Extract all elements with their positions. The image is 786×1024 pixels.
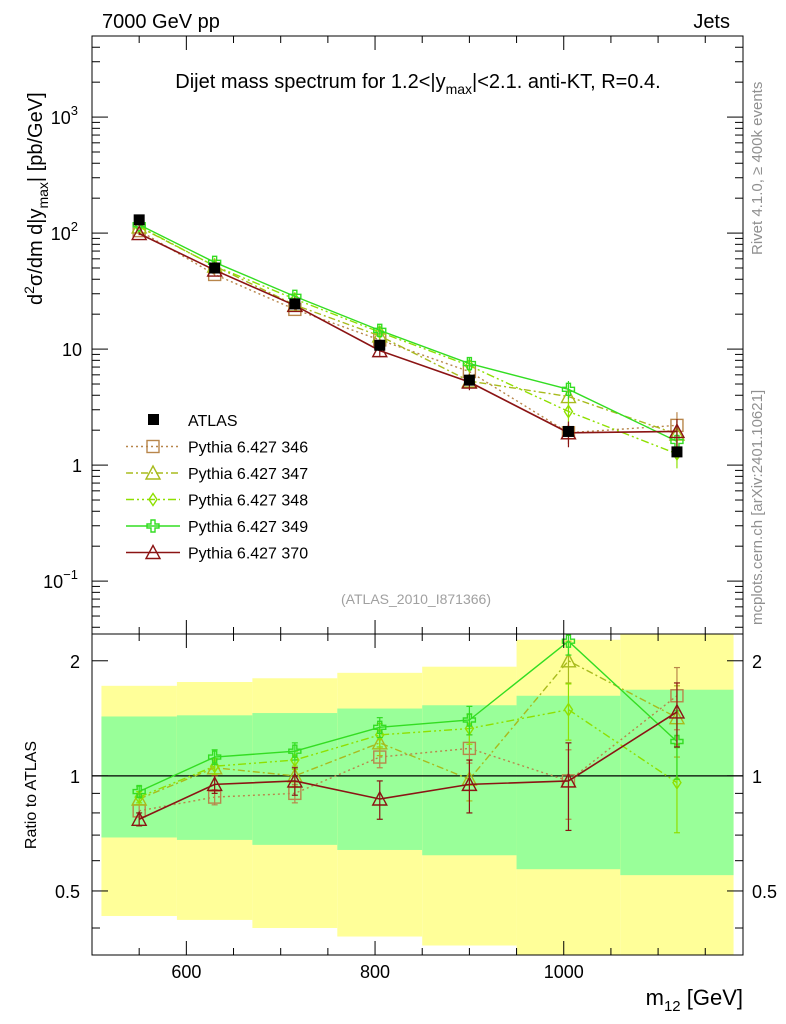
point-marker: [563, 702, 574, 717]
point-marker: [461, 775, 478, 792]
ratio-series-4: [131, 682, 686, 832]
x-axis-label: m12 [GeV]: [646, 985, 743, 1015]
point-marker: [373, 720, 387, 734]
legend-marker: [148, 414, 159, 425]
ratio-tick-label-left: 2: [70, 652, 80, 672]
point-marker: [374, 324, 385, 340]
legend-item-4: Pythia 6.427 370: [126, 544, 308, 563]
ratio-tick-label-right: 0.5: [752, 882, 777, 902]
ratio-series: [92, 634, 743, 834]
main-frame: [91, 35, 744, 635]
point-marker: [206, 775, 223, 792]
header-right: Jets: [693, 11, 730, 33]
y-tick-label: 1: [72, 456, 82, 476]
ratio-bands: [101, 634, 734, 955]
y-axis-label: d2σ/dm d|ymax| [pb/GeV]: [21, 92, 51, 305]
point-marker: [462, 356, 477, 371]
point-marker: [560, 772, 577, 788]
point-marker: [131, 225, 148, 241]
main-series: [131, 214, 686, 469]
point-marker: [290, 752, 300, 768]
point-marker: [670, 434, 684, 449]
x-tick-label: 1000: [544, 962, 584, 982]
legend-item-3: Pythia 6.427 349: [126, 519, 308, 536]
point-marker: [146, 439, 160, 454]
point-marker: [371, 734, 388, 750]
ratio-tick-label-right: 1: [752, 767, 762, 787]
data-point: [671, 446, 683, 458]
point-marker: [207, 750, 222, 764]
ratio-y-axis-label: Ratio to ATLAS: [23, 741, 40, 849]
data-point: [374, 339, 386, 351]
mcplots-label: mcplots.cern.ch [arXiv:2401.10621]: [749, 390, 766, 625]
x-tick-label: 600: [171, 962, 201, 982]
point-marker: [668, 703, 686, 719]
data-point: [562, 425, 574, 437]
point-marker: [668, 422, 686, 439]
point-marker: [371, 790, 388, 806]
ratio-frame: [91, 633, 744, 956]
legend-label: ATLAS: [188, 413, 238, 430]
point-marker: [288, 744, 302, 758]
legend-label: Pythia 6.427 346: [188, 440, 308, 457]
chart-title: Dijet mass spectrum for 1.2<|ymax|<2.1. …: [175, 71, 660, 97]
legend-item-data: ATLAS: [148, 413, 238, 430]
y-tick-label: 10−1: [43, 567, 78, 592]
point-marker: [561, 382, 576, 397]
legend-item-2: Pythia 6.427 348: [126, 492, 308, 510]
point-marker: [131, 810, 148, 826]
y-tick-label: 103: [51, 103, 78, 128]
data-point: [133, 214, 145, 226]
series-line: [138, 224, 678, 443]
data-point: [209, 262, 221, 274]
axis-ticks: 600 800 1000 10−1 1 10 102 103 0.5 0.5 1 1 2 2: [43, 35, 777, 982]
legend-item-0: Pythia 6.427 346: [126, 440, 308, 457]
point-marker: [373, 323, 387, 338]
atlas-data: [133, 214, 683, 458]
rivet-label: Rivet 4.1.0, ≥ 400k events: [749, 82, 766, 255]
point-marker: [132, 784, 146, 799]
point-marker: [144, 464, 162, 480]
ratio-tick-label-left: 1: [70, 767, 80, 787]
point-marker: [561, 634, 576, 648]
y-tick-label: 10: [62, 340, 82, 360]
legend-label: Pythia 6.427 370: [188, 546, 308, 563]
point-marker: [462, 713, 477, 727]
point-marker: [288, 289, 302, 304]
legend-item-1: Pythia 6.427 347: [126, 464, 308, 483]
y-tick-label: 102: [51, 219, 78, 244]
point-marker: [286, 772, 304, 788]
point-marker: [672, 775, 682, 790]
point-marker: [146, 519, 160, 533]
analysis-tag: (ATLAS_2010_I871366): [341, 591, 491, 607]
ratio-tick-label-left: 0.5: [55, 882, 80, 902]
point-marker: [148, 492, 158, 507]
point-marker: [670, 734, 684, 749]
series-0: [132, 223, 684, 445]
legend-label: Pythia 6.427 348: [188, 493, 308, 510]
point-marker: [563, 404, 574, 419]
ratio-tick-label-right: 2: [752, 652, 762, 672]
legend: ATLAS Pythia 6.427 346 Pythia 6.427 347 Pyt…: [126, 413, 308, 563]
header-left: 7000 GeV pp: [102, 11, 220, 33]
point-marker: [144, 544, 162, 560]
point-marker: [560, 652, 577, 668]
x-tick-label: 800: [360, 962, 390, 982]
data-point: [463, 374, 475, 386]
legend-label: Pythia 6.427 347: [188, 466, 308, 483]
legend-label: Pythia 6.427 349: [188, 519, 308, 536]
data-point: [289, 298, 301, 310]
